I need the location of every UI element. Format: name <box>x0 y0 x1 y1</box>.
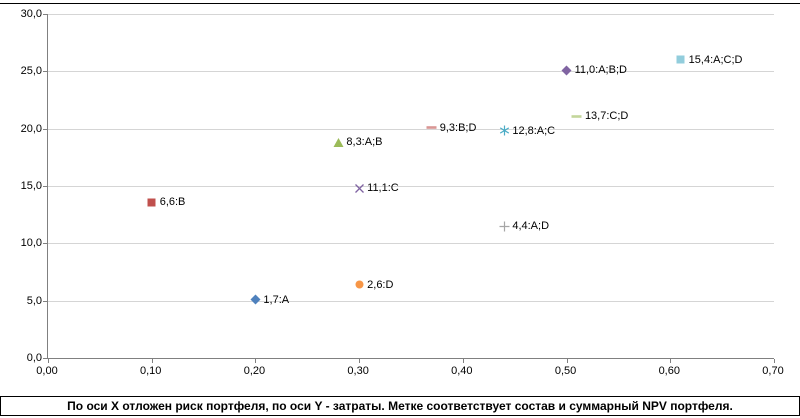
x-axis-tick <box>566 359 568 363</box>
plus-marker-icon <box>499 221 510 232</box>
point-label: 2,6:D <box>367 278 394 291</box>
gridline <box>48 300 774 302</box>
point-label: 15,4:A;C;D <box>688 53 743 66</box>
y-tick-label: 5,0 <box>26 294 42 307</box>
square-marker-icon <box>147 198 156 207</box>
gridline <box>48 128 774 130</box>
point-label: 8,3:A;B <box>346 136 383 149</box>
x-axis-tick <box>151 359 153 363</box>
gridline <box>48 14 774 15</box>
triangle-marker-icon <box>333 137 344 147</box>
diamond-marker-icon <box>250 294 261 305</box>
caption-box: По оси X отложен риск портфеля, по оси Y… <box>0 396 800 416</box>
x-tick-label: 0,00 <box>36 365 58 377</box>
point-label: 11,1:C <box>367 182 399 195</box>
x-tick-label: 0,40 <box>451 365 473 377</box>
y-tick-label: 20,0 <box>20 122 42 135</box>
point-label: 13,7:C;D <box>584 110 629 123</box>
point-label: 6,6:B <box>159 196 186 209</box>
gridline <box>48 186 774 187</box>
x-axis-tick <box>359 359 361 363</box>
y-tick-label: 0,0 <box>26 352 42 364</box>
point-label: 1,7:A <box>263 293 290 306</box>
x-axis-tick <box>255 359 257 363</box>
gridline <box>48 243 774 245</box>
y-tick-label: 15,0 <box>20 180 42 192</box>
point-label: 12,8:A;C <box>512 124 556 137</box>
x-tick-label: 0,50 <box>554 365 577 377</box>
plot-area: 1,7:A 6,6:B 11,1:C 2,6:D 8,3:A;B 9,3:B;D 12,8:… <box>43 14 775 363</box>
x-tick-label: 0,20 <box>243 365 266 377</box>
y-tick-label: 10,0 <box>20 237 42 250</box>
x-axis-tick <box>462 359 464 363</box>
x-marker-icon <box>354 183 364 193</box>
gridline <box>48 71 774 73</box>
x-tick-label: 0,10 <box>139 365 162 377</box>
x-tick-label: 0,70 <box>762 365 784 377</box>
dash-marker-icon <box>426 126 437 129</box>
x-axis-tick <box>774 359 775 363</box>
asterisk-marker-icon <box>499 125 509 136</box>
diamond-marker-icon <box>561 65 572 76</box>
dash-marker-icon <box>571 114 582 118</box>
point-label: 4,4:A;D <box>512 220 550 233</box>
y-axis-tick <box>43 243 47 245</box>
chart-top-border <box>0 3 800 4</box>
circle-marker-icon <box>355 280 364 289</box>
x-axis-tick <box>48 359 49 363</box>
y-axis-tick <box>43 300 47 302</box>
x-tick-label: 0,60 <box>658 365 680 377</box>
square-marker-icon <box>676 55 685 64</box>
point-label: 9,3:B;D <box>439 121 477 134</box>
y-axis-tick <box>43 14 47 15</box>
y-tick-label: 25,0 <box>20 65 42 78</box>
y-axis-tick <box>43 128 47 130</box>
y-axis-tick <box>43 358 47 359</box>
point-label: 11,0:A;B;D <box>574 64 627 77</box>
y-tick-label: 30,0 <box>20 8 42 20</box>
x-tick-label: 0,30 <box>347 365 369 377</box>
caption-text: По оси X отложен риск портфеля, по оси Y… <box>67 399 733 413</box>
x-axis-tick <box>670 359 672 363</box>
y-axis-tick <box>43 71 47 73</box>
y-axis-tick <box>43 186 47 187</box>
